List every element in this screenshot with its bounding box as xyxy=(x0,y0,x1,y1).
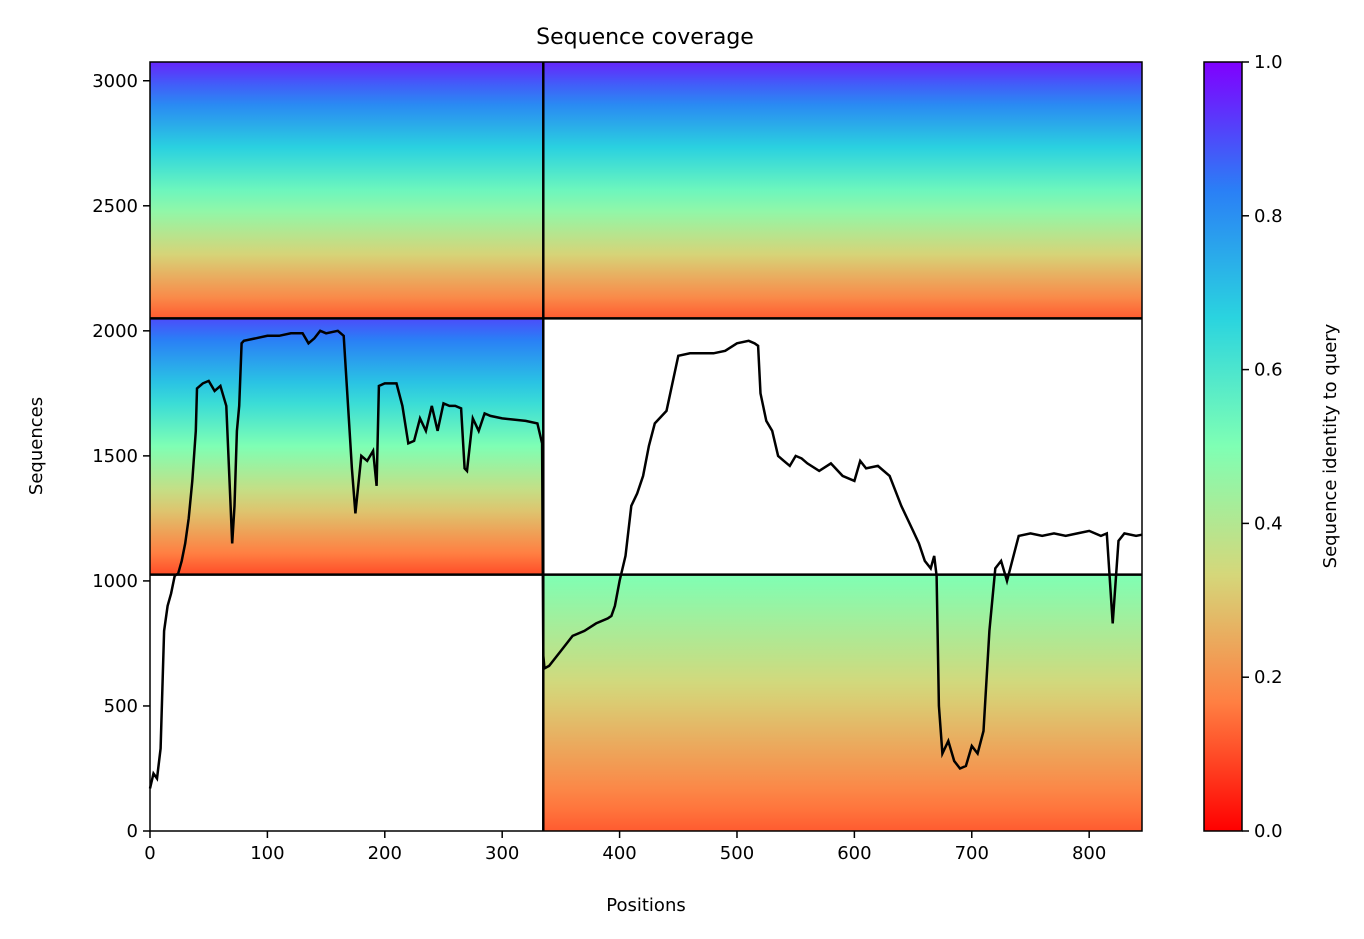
y-tick-label: 2000 xyxy=(92,321,138,342)
y-tick-label: 500 xyxy=(104,696,138,717)
colorbar: 0.0 0.2 0.4 0.6 0.8 1.0 Sequence identity to … xyxy=(1203,52,1341,842)
chart-title: Sequence coverage xyxy=(536,25,754,50)
colorbar-tick-label: 0.6 xyxy=(1254,360,1283,381)
colorbar-tick-label: 1.0 xyxy=(1254,52,1283,73)
y-tick-label: 3000 xyxy=(92,71,138,92)
x-tick-label: 700 xyxy=(955,843,989,864)
coverage-line xyxy=(148,329,1143,789)
colorbar-gradient xyxy=(1203,61,1243,832)
coverage-block xyxy=(543,574,1142,831)
colorbar-tick-label: 0.8 xyxy=(1254,206,1283,227)
coverage-block xyxy=(150,318,544,575)
coverage-block xyxy=(150,62,544,319)
coverage-blocks xyxy=(150,62,1142,831)
y-tick-label: 1000 xyxy=(92,571,138,592)
x-axis: 0 100 200 300 400 500 600 700 800 xyxy=(144,831,1106,864)
x-tick-label: 800 xyxy=(1072,843,1106,864)
plot-frame xyxy=(149,61,1143,832)
plot-area xyxy=(148,61,1143,832)
y-tick-label: 1500 xyxy=(92,446,138,467)
coverage-block xyxy=(543,62,1142,319)
x-tick-label: 200 xyxy=(368,843,402,864)
colorbar-label: Sequence identity to query xyxy=(1320,323,1341,568)
y-axis: 0 500 1000 1500 2000 2500 3000 xyxy=(92,71,150,842)
colorbar-tick-label: 0.2 xyxy=(1254,667,1283,688)
x-axis-label: Positions xyxy=(606,895,685,916)
y-tick-label: 2500 xyxy=(92,196,138,217)
x-tick-label: 300 xyxy=(485,843,519,864)
y-axis-label: Sequences xyxy=(26,397,47,495)
colorbar-ticks: 0.0 0.2 0.4 0.6 0.8 1.0 xyxy=(1242,52,1283,842)
colorbar-tick-label: 0.0 xyxy=(1254,821,1283,842)
x-tick-label: 0 xyxy=(144,843,155,864)
x-tick-label: 400 xyxy=(602,843,636,864)
y-tick-label: 0 xyxy=(127,821,138,842)
x-tick-label: 100 xyxy=(250,843,284,864)
x-tick-label: 500 xyxy=(720,843,754,864)
x-tick-label: 600 xyxy=(837,843,871,864)
colorbar-tick-label: 0.4 xyxy=(1254,513,1283,534)
